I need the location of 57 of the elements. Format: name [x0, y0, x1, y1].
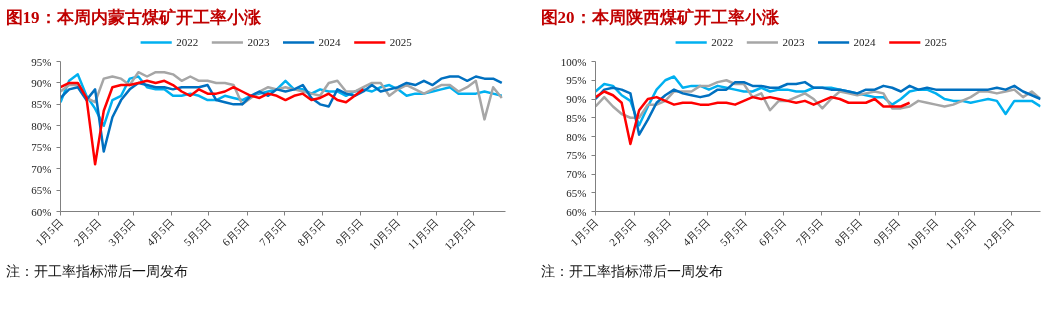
x-tick-label: 11月5日 [405, 216, 441, 252]
y-tick-label: 65% [566, 186, 587, 199]
x-tick-label: 8月5日 [294, 216, 327, 249]
legend-label: 2023 [247, 36, 270, 48]
y-tick-label: 70% [566, 168, 587, 180]
line-series [595, 80, 1041, 136]
x-tick-label: 11月5日 [943, 216, 979, 252]
y-tick-label: 85% [566, 111, 587, 124]
x-tick-label: 4月5日 [144, 216, 176, 249]
legend-label: 2024 [318, 36, 342, 48]
x-tick-label: 5月5日 [181, 216, 214, 249]
chart-title: 图19：本周内蒙古煤矿开工率小涨 [5, 7, 262, 27]
x-tick-label: 4月5日 [680, 216, 712, 249]
x-tick-label: 12月5日 [980, 216, 1017, 252]
y-tick-label: 100% [560, 55, 587, 68]
x-tick-label: 8月5日 [832, 216, 864, 249]
x-tick-label: 6月5日 [756, 216, 788, 249]
legend-label: 2025 [924, 36, 948, 48]
line-series [60, 75, 504, 153]
y-tick-label: 60% [566, 205, 587, 218]
y-tick-label: 80% [566, 130, 587, 143]
x-tick-label: 12月5日 [441, 216, 478, 252]
x-tick-label: 10月5日 [366, 216, 403, 252]
y-tick-label: 95% [566, 74, 587, 87]
x-tick-label: 5月5日 [717, 216, 750, 249]
x-tick-label: 7月5日 [256, 216, 289, 249]
x-tick-label: 9月5日 [870, 216, 903, 249]
y-tick-label: 70% [31, 162, 52, 175]
x-tick-label: 2月5日 [71, 216, 104, 249]
y-tick-label: 65% [31, 184, 52, 197]
legend-label: 2022 [711, 36, 734, 48]
chart-title: 图20：本周陕西煤矿开工率小涨 [540, 7, 780, 27]
y-tick-label: 90% [566, 93, 587, 105]
text: 注：开工率指标滞后一周发布 [540, 263, 723, 279]
legend-label: 2024 [853, 36, 877, 48]
y-tick-label: 75% [31, 141, 52, 154]
x-tick-label: 1月5日 [32, 216, 65, 249]
x-tick-label: 3月5日 [641, 216, 674, 249]
x-tick-label: 2月5日 [606, 216, 639, 249]
text: 注：开工率指标滞后一周发布 [5, 263, 188, 279]
line-series [60, 79, 365, 166]
y-tick-label: 85% [31, 98, 52, 111]
x-tick-label: 3月5日 [105, 216, 138, 249]
y-tick-label: 75% [566, 149, 587, 162]
legend-label: 2025 [389, 36, 413, 48]
y-tick-label: 90% [31, 76, 52, 89]
legend-label: 2022 [176, 36, 199, 48]
x-tick-label: 1月5日 [567, 216, 600, 249]
x-tick-label: 9月5日 [333, 216, 366, 249]
y-tick-label: 60% [31, 205, 52, 218]
y-tick-label: 80% [31, 119, 52, 132]
line-series [595, 90, 911, 146]
legend-label: 2023 [782, 36, 805, 48]
x-tick-label: 6月5日 [219, 216, 252, 249]
x-tick-label: 7月5日 [793, 216, 826, 249]
y-tick-label: 95% [31, 55, 52, 68]
x-tick-label: 10月5日 [904, 216, 941, 252]
